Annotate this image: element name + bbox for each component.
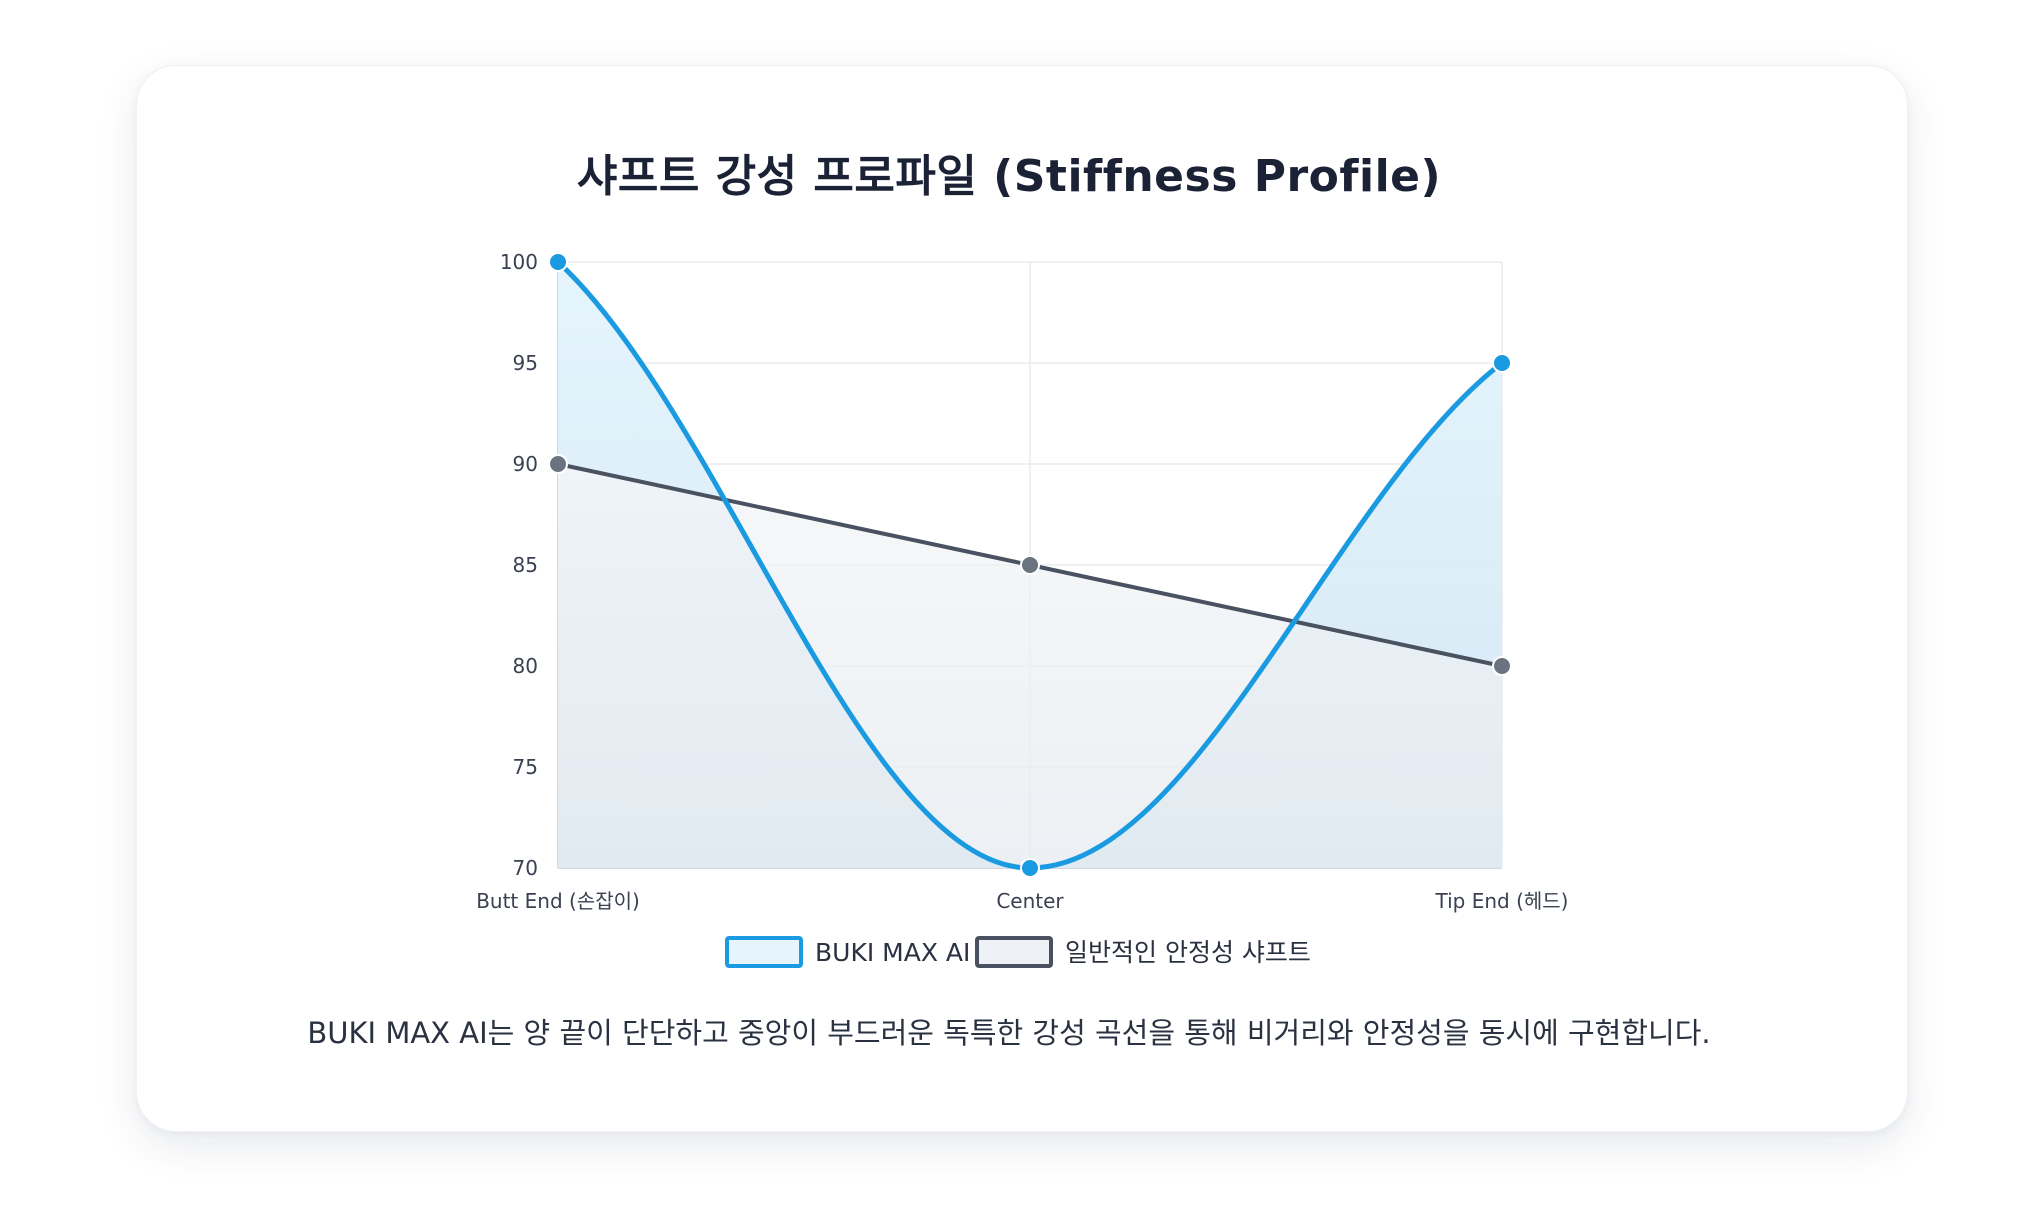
y-tick-label: 85 (513, 553, 538, 577)
y-tick-label: 80 (513, 654, 538, 678)
y-tick-label: 90 (513, 452, 538, 476)
data-point-standard-shaft (548, 454, 568, 474)
legend-label: BUKI MAX AI (815, 938, 970, 967)
y-tick-label: 95 (513, 351, 538, 375)
y-tick-label: 70 (513, 856, 538, 880)
chart-title: 샤프트 강성 프로파일 (Stiffness Profile) (576, 151, 1442, 202)
y-tick-label: 75 (513, 755, 538, 779)
y-axis-ticks: 100 95 90 85 80 75 70 (500, 250, 538, 880)
x-tick-label: Center (996, 889, 1064, 913)
x-tick-label: Butt End (손잡이) (476, 889, 640, 913)
y-tick-label: 100 (500, 250, 538, 274)
data-point-buki-max-ai (1020, 858, 1040, 878)
data-point-standard-shaft (1492, 656, 1512, 676)
x-axis-ticks: Butt End (손잡이) Center Tip End (헤드) (476, 889, 1568, 913)
data-points (548, 252, 1512, 878)
chart-caption: BUKI MAX AI는 양 끝이 단단하고 중앙이 부드러운 독특한 강성 곡… (307, 1016, 1711, 1050)
legend-label: 일반적인 안정성 샤프트 (1065, 938, 1311, 967)
x-tick-label: Tip End (헤드) (1435, 889, 1569, 913)
data-point-buki-max-ai (1492, 353, 1512, 373)
legend-swatch (725, 936, 803, 968)
series-area-standard-shaft (558, 464, 1502, 868)
legend-swatch (975, 936, 1053, 968)
data-point-buki-max-ai (548, 252, 568, 272)
data-point-standard-shaft (1020, 555, 1040, 575)
area-fills (558, 262, 1502, 868)
legend: BUKI MAX AI 일반적인 안정성 샤프트 (725, 936, 1311, 968)
